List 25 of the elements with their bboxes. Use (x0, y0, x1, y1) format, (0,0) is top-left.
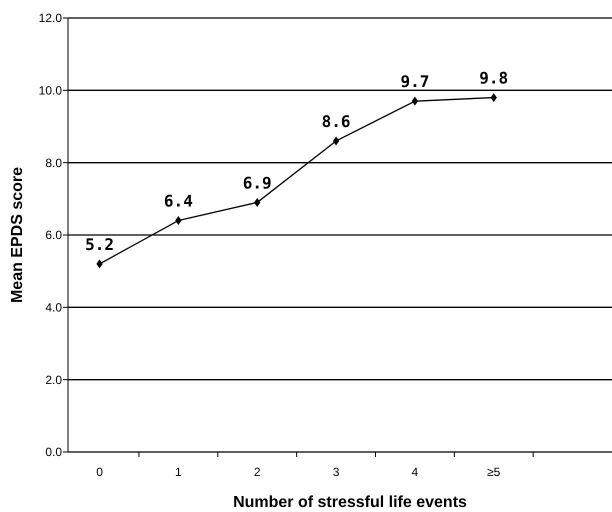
x-tick-label: 4 (412, 465, 419, 479)
data-label: 8.6 (322, 112, 351, 131)
y-axis-title: Mean EPDS score (9, 166, 26, 304)
point (96, 259, 103, 268)
y-tick-label: 4.0 (45, 300, 62, 315)
point (175, 216, 182, 226)
x-axis-title: Number of stressful life events (233, 494, 468, 511)
point (412, 96, 418, 106)
x-tick-label: ≥5 (487, 465, 501, 479)
data-label: 9.8 (479, 68, 508, 88)
data-label: 6.4 (164, 192, 193, 211)
data-label: 6.9 (242, 173, 272, 192)
y-tick-label: 2.0 (45, 372, 62, 387)
point (332, 136, 340, 146)
y-tick-label: 10.0 (38, 84, 62, 98)
y-tick-label: 6.0 (45, 228, 62, 242)
data-label: 9.7 (400, 72, 430, 92)
y-tick-label: 12.0 (38, 11, 62, 26)
data-label: 5.2 (85, 234, 114, 254)
x-tick-label: 2 (254, 465, 261, 479)
y-tick-label: 0.0 (45, 445, 62, 460)
x-tick-label: 3 (332, 465, 340, 479)
x-tick-label: 0 (96, 465, 104, 479)
x-tick-label: 1 (175, 465, 182, 479)
y-tick-label: 8.0 (45, 156, 62, 170)
